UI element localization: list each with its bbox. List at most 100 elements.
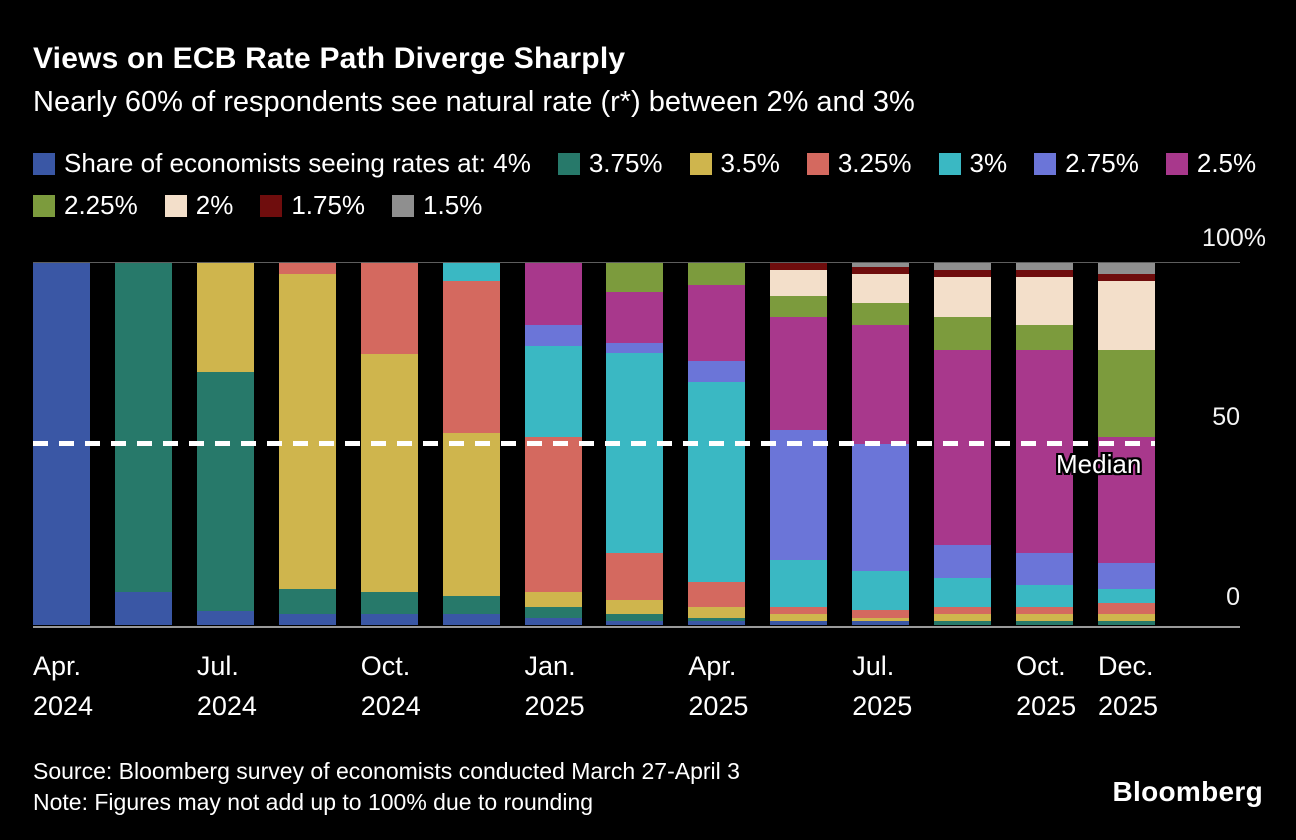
bar-segment-rate-3-25pct (1016, 606, 1074, 615)
x-label-month: Jul. (852, 651, 895, 681)
bar-segment-rate-3-75pct (606, 614, 664, 622)
x-axis-label-apr-2025: Apr. 2025 (688, 646, 748, 726)
x-label-year: 2025 (524, 691, 585, 721)
x-label-month: Oct. (1016, 651, 1066, 681)
legend-item-3-75pct: 3.75% (557, 148, 663, 179)
x-label-month: Apr. (33, 651, 82, 681)
stacked-bar-sep-2024 (278, 263, 336, 625)
stacked-bar-jun-2024 (114, 263, 172, 625)
x-axis-label-oct-2025: Oct. 2025 (1016, 646, 1076, 726)
bar-segment-rate-3-75pct (1097, 621, 1155, 625)
legend-label: 2.5% (1196, 148, 1257, 178)
bar-segment-rate-2-75pct (770, 429, 828, 560)
bar-segment-rate-2-5pct (606, 291, 664, 343)
legend-swatch-3-5pct (689, 152, 712, 175)
bar-segment-rate-2pct (770, 270, 828, 296)
chart-legend: Share of economists seeing rates at: 4% 3… (33, 148, 1273, 221)
bar-segment-rate-2-5pct (852, 324, 910, 444)
stacked-bar-apr-2025 (688, 263, 746, 625)
legend-label: Share of economists seeing rates at: 4% (64, 148, 531, 178)
legend-swatch-4pct (33, 152, 55, 175)
legend-label: 2% (195, 190, 234, 220)
median-label: Median (1056, 449, 1142, 479)
stacked-bar-jul-2024 (196, 263, 254, 625)
bar-segment-rate-2-25pct (688, 263, 746, 285)
bar-segment-rate-3-75pct (278, 588, 336, 615)
note-text: Note: Figures may not add up to 100% due… (33, 789, 594, 815)
bar-segment-rate-3-25pct (770, 606, 828, 615)
legend-item-3-25pct: 3.25% (806, 148, 912, 179)
median-dashed-line (33, 441, 1155, 446)
bar-segment-rate-3pct (1097, 588, 1155, 604)
bar-segment-rate-1-75pct (1097, 273, 1155, 282)
bar-segment-rate-1-75pct (852, 266, 910, 274)
bar-segment-rate-3-25pct (934, 606, 992, 615)
bar-segment-rate-3-25pct (278, 263, 336, 274)
x-axis-label-jan-2025: Jan. 2025 (525, 646, 585, 726)
bar-segment-rate-2-25pct (852, 302, 910, 325)
bar-segment-rate-4pct (442, 614, 500, 625)
stacked-bar-dec-2025 (1097, 263, 1155, 625)
bar-segment-rate-2-75pct (1016, 552, 1074, 586)
gridline-100 (33, 262, 1240, 263)
bar-segment-rate-3-5pct (770, 614, 828, 622)
legend-label: 3.75% (588, 148, 663, 178)
stacked-bar-jul-2025 (852, 263, 910, 625)
x-label-year: 2025 (1016, 691, 1077, 721)
legend-swatch-3-75pct (557, 152, 580, 175)
bar-segment-rate-3-75pct (524, 606, 582, 618)
bar-segment-rate-2-5pct (770, 317, 828, 430)
bar-segment-rate-3-75pct (688, 617, 746, 622)
legend-item-2-25pct: 2.25% (33, 190, 138, 221)
bar-segment-rate-2-75pct (934, 545, 992, 578)
bar-segment-rate-3-75pct (442, 596, 500, 615)
bar-segment-rate-2-75pct (688, 360, 746, 383)
bar-segment-rate-4pct (606, 621, 664, 625)
legend-label: 2.75% (1065, 148, 1139, 178)
legend-label: 3.5% (720, 148, 780, 178)
legend-item-1-5pct: 1.5% (392, 190, 482, 221)
bar-segment-rate-3-5pct (196, 263, 254, 372)
bar-segment-rate-2-75pct (852, 443, 910, 571)
bar-segment-rate-3pct (688, 382, 746, 582)
bar-segment-rate-3-5pct (606, 599, 664, 615)
bar-segment-rate-3-5pct (278, 273, 336, 589)
legend-item-2-75pct: 2.75% (1034, 148, 1139, 179)
legend-swatch-2-25pct (33, 194, 55, 217)
legend-swatch-1-5pct (392, 194, 415, 217)
gridline-0-baseline (33, 626, 1240, 628)
bar-segment-rate-1-5pct (934, 263, 992, 271)
legend-swatch-2-5pct (1165, 152, 1188, 175)
bar-segment-rate-3-5pct (524, 592, 582, 607)
x-label-year: 2024 (33, 691, 94, 721)
bar-segment-rate-3-25pct (524, 436, 582, 593)
bar-segment-rate-1-5pct (852, 263, 910, 267)
bar-segment-rate-1-5pct (1016, 263, 1074, 271)
bar-segment-rate-3-25pct (688, 581, 746, 607)
bar-segment-rate-1-75pct (934, 270, 992, 278)
bar-segment-rate-2-5pct (1097, 436, 1155, 564)
bar-segment-rate-2-5pct (934, 349, 992, 546)
bar-segment-rate-3pct (770, 559, 828, 607)
legend-item-2-5pct: 2.5% (1165, 148, 1257, 179)
legend-label: 2.25% (64, 190, 138, 220)
bar-segment-rate-4pct (524, 617, 582, 625)
bar-segment-rate-2pct (1097, 281, 1155, 350)
x-axis-label-oct-2024: Oct. 2024 (361, 646, 421, 726)
x-label-month: Jul. (196, 651, 239, 681)
bar-segment-rate-1-75pct (770, 263, 828, 271)
x-axis-labels: Apr. 2024 Jul. 2024 Oct. 2024 Jan. 2025 Apr. 2025… (0, 646, 1296, 730)
x-label-month: Apr. (688, 651, 737, 681)
legend-item-3-5pct: 3.5% (689, 148, 780, 179)
bar-segment-rate-4pct (852, 621, 910, 625)
stacked-bar-jun-2025 (770, 263, 828, 625)
chart-subtitle: Nearly 60% of respondents see natural ra… (33, 86, 915, 118)
bar-segment-rate-3-5pct (360, 353, 418, 593)
x-label-year: 2025 (852, 691, 913, 721)
bar-segment-rate-3-5pct (688, 606, 746, 618)
bar-segment-rate-2-25pct (934, 317, 992, 350)
bar-segment-rate-2-75pct (1097, 563, 1155, 589)
bar-segment-rate-3pct (442, 263, 500, 282)
legend-swatch-2pct (164, 194, 187, 217)
bar-segment-rate-2-25pct (606, 263, 664, 292)
